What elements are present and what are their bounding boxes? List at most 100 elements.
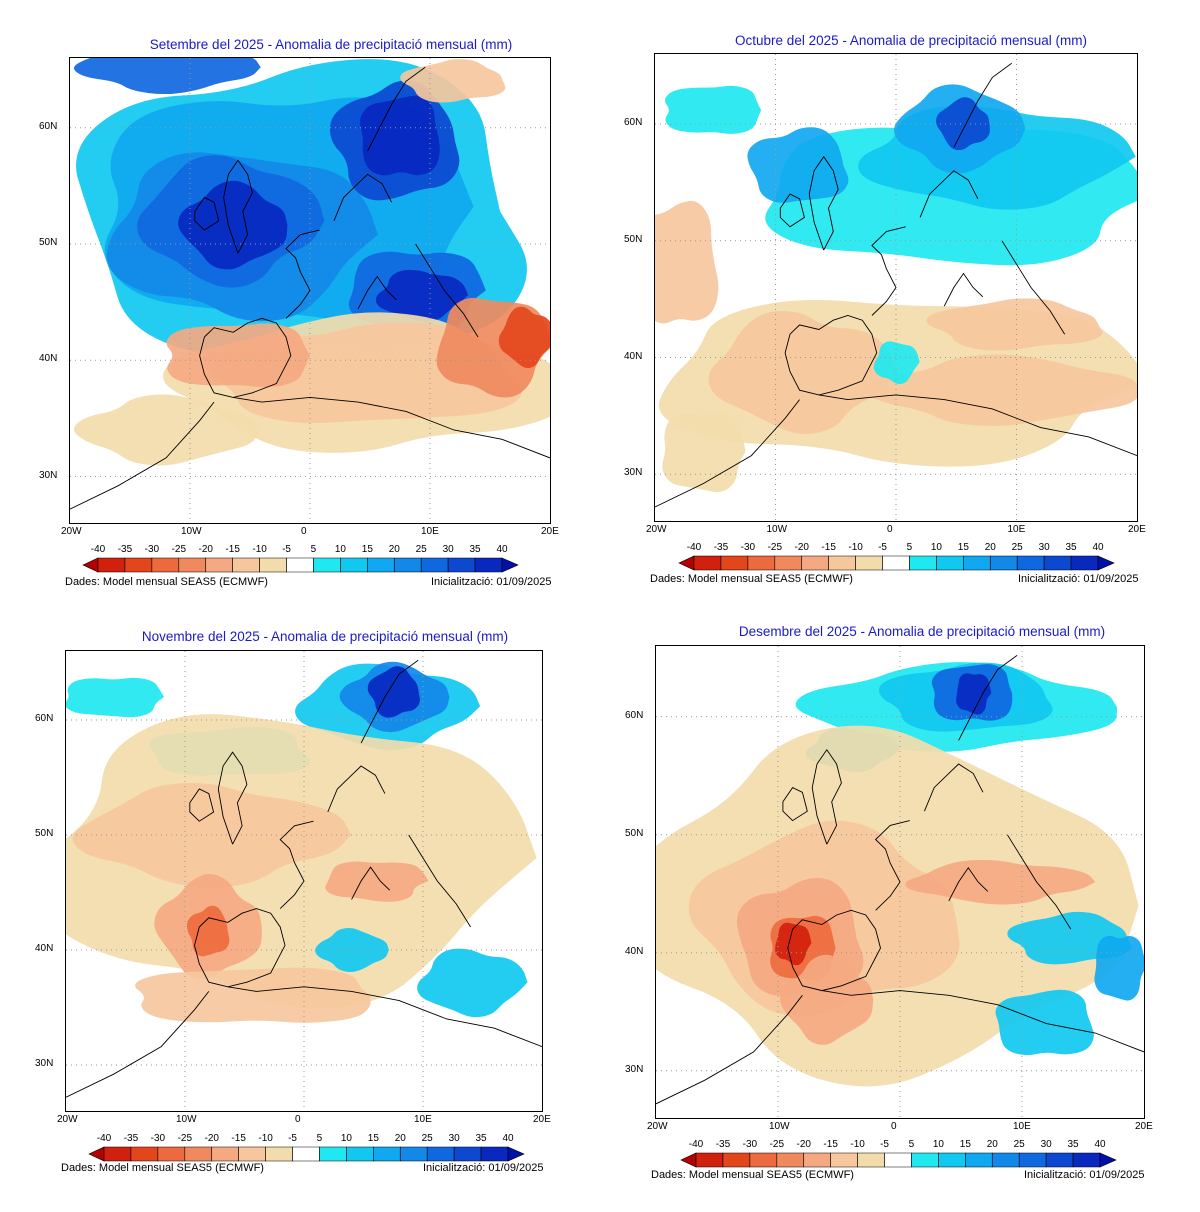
x-tick-label: 20W — [647, 1121, 668, 1132]
coastline — [1001, 240, 1066, 335]
anomaly-contour — [1094, 935, 1144, 1001]
colorbar-segment — [474, 557, 503, 573]
colorbar-segment — [693, 555, 722, 571]
coastline — [923, 763, 984, 812]
coastline — [199, 317, 292, 398]
y-tick-label: 40N — [39, 353, 58, 365]
coastline — [227, 986, 542, 1048]
colorbar-segment — [130, 1146, 159, 1162]
anomaly-contour — [186, 905, 230, 957]
colorbar-label: 5 — [316, 1133, 323, 1144]
colorbar-label: -10 — [850, 1139, 865, 1150]
coastline — [958, 655, 1018, 741]
coastline — [808, 155, 839, 251]
coastline — [784, 315, 878, 396]
anomaly-contour — [498, 306, 550, 369]
colorbar-label: 35 — [475, 1133, 487, 1144]
y-tick-label: 30N — [625, 1063, 644, 1075]
colorbar-label: 30 — [1038, 542, 1050, 553]
anomaly-contour — [662, 412, 746, 493]
colorbar-label: 25 — [1013, 1139, 1025, 1150]
y-tick-label: 50N — [624, 233, 643, 245]
colorbar-segment — [265, 1146, 293, 1162]
coastline — [948, 867, 989, 902]
colorbar-label: 35 — [1065, 542, 1077, 553]
x-tick-label: 20W — [61, 526, 82, 537]
x-tick-label: 20W — [646, 524, 667, 535]
map-frame — [69, 57, 551, 524]
colorbar-label: 10 — [932, 1139, 944, 1150]
coastline — [415, 243, 479, 338]
colorbar-label: -30 — [144, 544, 160, 555]
x-tick-label: 20E — [1128, 524, 1146, 535]
anomaly-contour — [956, 673, 992, 715]
colorbar-label: 20 — [388, 544, 400, 555]
colorbar-label: 25 — [1011, 542, 1023, 553]
coastline — [194, 908, 286, 988]
colorbar-segment — [882, 555, 910, 571]
colorbar-label: -10 — [848, 542, 863, 553]
x-tick-label: 10E — [1007, 524, 1026, 535]
colorbar-label: 15 — [957, 542, 969, 553]
coastline — [360, 659, 419, 744]
colorbar-segment — [399, 1146, 428, 1162]
data-source-text: Dades: Model mensual SEAS5 (ECMWF) — [61, 1162, 264, 1174]
colorbar-label: -15 — [821, 542, 836, 553]
anomaly-contour — [995, 989, 1094, 1056]
y-tick-label: 40N — [35, 943, 54, 954]
colorbar-segment — [801, 555, 829, 571]
colorbar-segment — [747, 555, 776, 571]
coastline — [66, 991, 210, 1098]
colorbar-segment — [803, 1152, 831, 1168]
colorbar-label: 20 — [986, 1139, 998, 1150]
colorbar-label: -25 — [769, 1139, 785, 1150]
colorbar-label: -30 — [150, 1133, 166, 1144]
colorbar-segment — [828, 555, 856, 571]
anomaly-contour — [708, 310, 896, 434]
anomaly-contour — [655, 200, 719, 324]
colorbar-segment — [1070, 555, 1099, 571]
colorbar-segment — [830, 1152, 858, 1168]
colorbar-label: -35 — [715, 1139, 731, 1150]
x-tick-label: 10E — [1013, 1121, 1031, 1132]
data-source-text: Dades: Model mensual SEAS5 (ECMWF) — [65, 576, 268, 588]
colorbar-segment — [884, 1152, 912, 1168]
colorbar-segment — [774, 555, 803, 571]
colorbar-label: -20 — [204, 1133, 219, 1144]
anomaly-contour — [873, 341, 920, 385]
anomaly-contour — [66, 677, 165, 718]
y-tick-label: 60N — [625, 709, 644, 721]
colorbar-label: -5 — [878, 542, 887, 553]
colorbar-segment — [103, 1146, 132, 1162]
y-tick-label: 30N — [624, 467, 643, 479]
colorbar-label: -25 — [171, 544, 187, 555]
colorbar-segment — [420, 557, 449, 573]
colorbar — [678, 555, 1115, 571]
coastline — [782, 787, 808, 822]
colorbar-label: -15 — [823, 1139, 838, 1150]
y-tick-label: 30N — [39, 469, 58, 481]
colorbar — [88, 1146, 525, 1162]
anomaly-contour — [359, 95, 440, 176]
anomaly-contour — [417, 948, 528, 1018]
coastline — [953, 62, 1012, 148]
colorbar-label: 40 — [502, 1133, 514, 1144]
coastline — [279, 820, 314, 909]
coastline — [217, 751, 248, 845]
colorbar-segment — [157, 1146, 186, 1162]
colorbar-label: -40 — [90, 544, 106, 555]
anomaly-contour — [178, 180, 288, 270]
y-tick-label: 60N — [35, 713, 54, 724]
colorbar-segment — [507, 1146, 525, 1162]
x-tick-label: 10W — [176, 1114, 197, 1125]
colorbar-segment — [501, 557, 519, 573]
init-date-text: Inicialització: 01/09/2025 — [1018, 573, 1139, 585]
colorbar-label: -40 — [688, 1139, 704, 1150]
colorbar-segment — [1099, 1152, 1117, 1168]
anomaly-contour — [166, 323, 310, 388]
colorbar-segment — [963, 555, 991, 571]
anomaly-contour — [665, 85, 762, 134]
colorbar-label: 20 — [984, 542, 996, 553]
coastline — [333, 173, 392, 221]
x-tick-label: 10E — [414, 1114, 432, 1125]
